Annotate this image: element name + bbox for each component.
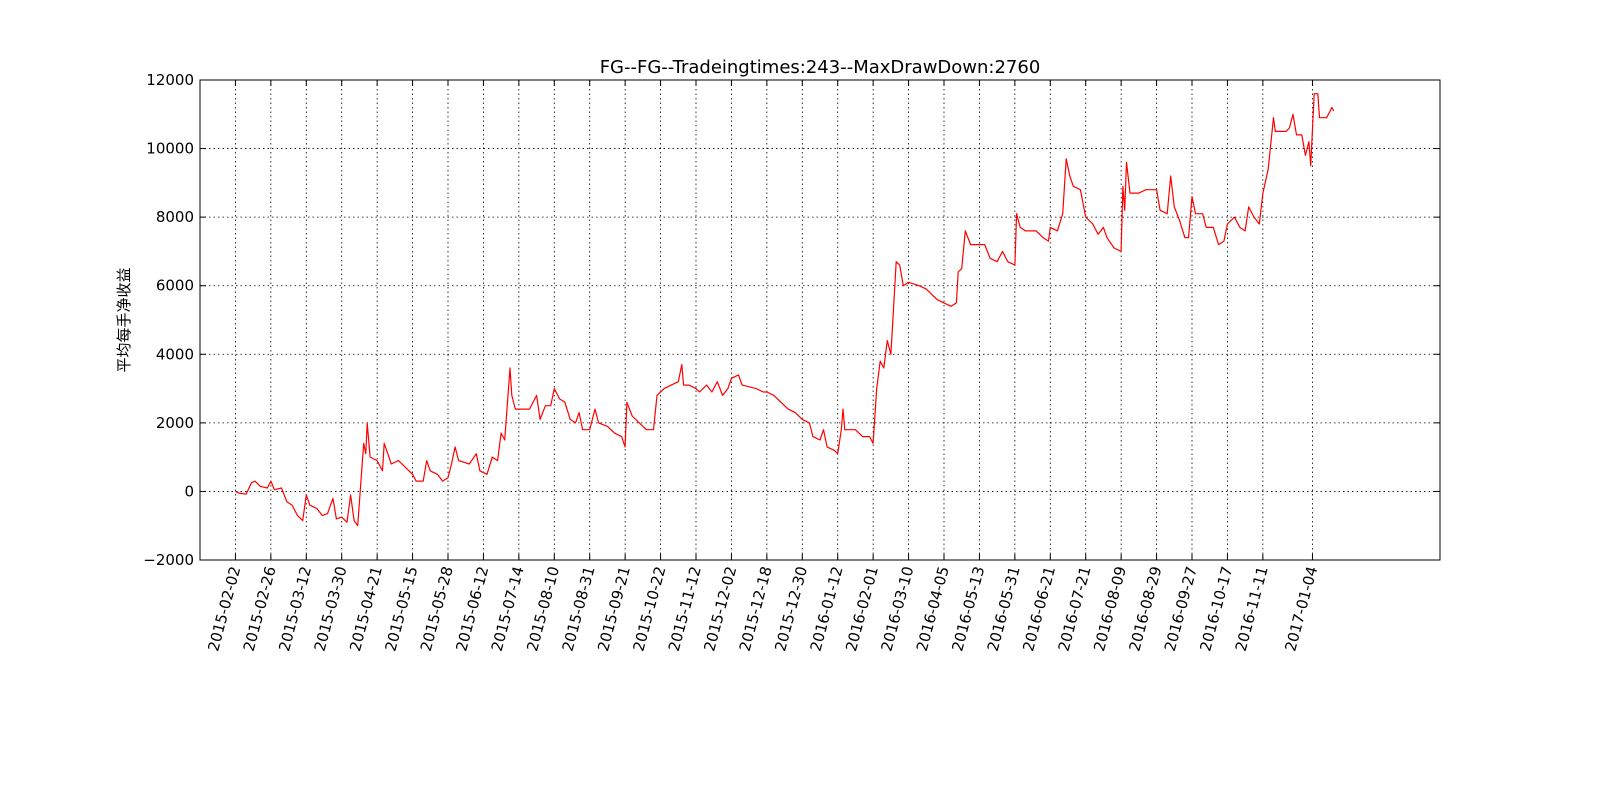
y-tick-label: 2000 (156, 414, 194, 432)
x-tick-label: 2016-02-01 (842, 564, 882, 653)
x-tick-label: 2016-01-12 (807, 564, 847, 653)
y-tick-label: 12000 (146, 71, 194, 89)
x-tick-label: 2015-05-28 (417, 564, 457, 653)
x-tick-label: 2015-04-21 (346, 564, 386, 653)
x-tick-label: 2017-01-04 (1281, 564, 1321, 653)
y-tick-label: −2000 (143, 551, 194, 569)
y-tick-label: 8000 (156, 208, 194, 226)
x-tick-label: 2016-11-11 (1232, 564, 1272, 653)
x-tick-label: 2015-12-30 (771, 564, 811, 653)
x-tick-label: 2016-08-09 (1090, 564, 1130, 653)
x-tick-label: 2015-03-12 (275, 564, 315, 653)
x-tick-label: 2015-05-15 (381, 564, 421, 653)
x-tick-label: 2016-09-27 (1161, 564, 1201, 653)
x-tick-label: 2015-02-26 (240, 564, 280, 653)
x-tick-label: 2015-09-21 (594, 564, 634, 653)
y-tick-label: 6000 (156, 277, 194, 295)
x-tick-label: 2015-11-12 (665, 564, 705, 653)
series-line-group (235, 93, 1335, 527)
x-tick-label: 2016-08-29 (1125, 564, 1165, 653)
x-tick-label: 2015-03-30 (311, 564, 351, 653)
x-tick-label: 2016-06-21 (1019, 564, 1059, 653)
x-tick-label: 2016-03-10 (877, 564, 917, 653)
grid (200, 79, 1440, 561)
x-tick-label: 2015-10-22 (629, 564, 669, 653)
ticks: −2000 0 2000 4000 6000 8000 10000 12000 2015-02-… (143, 71, 1440, 653)
x-tick-label: 2015-08-31 (559, 564, 599, 653)
x-tick-label: 2015-06-12 (452, 564, 492, 653)
y-axis-label: 平均每手净收益 (115, 267, 133, 372)
x-tick-label: 2015-12-02 (700, 564, 740, 653)
x-tick-label: 2015-12-18 (736, 564, 776, 653)
x-tick-label: 2015-02-02 (204, 564, 244, 653)
y-tick-label: 10000 (146, 140, 194, 158)
y-tick-label: 0 (184, 482, 194, 500)
x-tick-label: 2016-10-17 (1196, 564, 1236, 653)
series-line (235, 93, 1335, 527)
x-tick-label: 2016-07-21 (1055, 564, 1095, 653)
x-tick-label: 2016-05-31 (984, 564, 1024, 653)
x-tick-label: 2015-07-14 (488, 564, 528, 653)
chart-title: FG--FG--Tradeingtimes:243--MaxDrawDown:2… (600, 57, 1041, 78)
x-tick-label: 2015-08-10 (523, 564, 563, 653)
y-tick-label: 4000 (156, 345, 194, 363)
x-tick-label: 2016-04-05 (913, 564, 953, 653)
x-tick-label: 2016-05-13 (948, 564, 988, 653)
plot-frame (199, 79, 1441, 561)
